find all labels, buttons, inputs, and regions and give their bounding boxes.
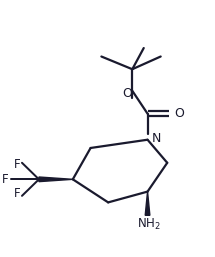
Text: F: F [14,187,21,200]
Polygon shape [145,192,150,215]
Polygon shape [39,177,73,182]
Text: O: O [123,87,133,100]
Text: N: N [151,132,161,144]
Text: F: F [2,173,9,186]
Text: NH$_2$: NH$_2$ [137,217,161,232]
Text: F: F [14,158,21,171]
Text: O: O [174,107,184,120]
